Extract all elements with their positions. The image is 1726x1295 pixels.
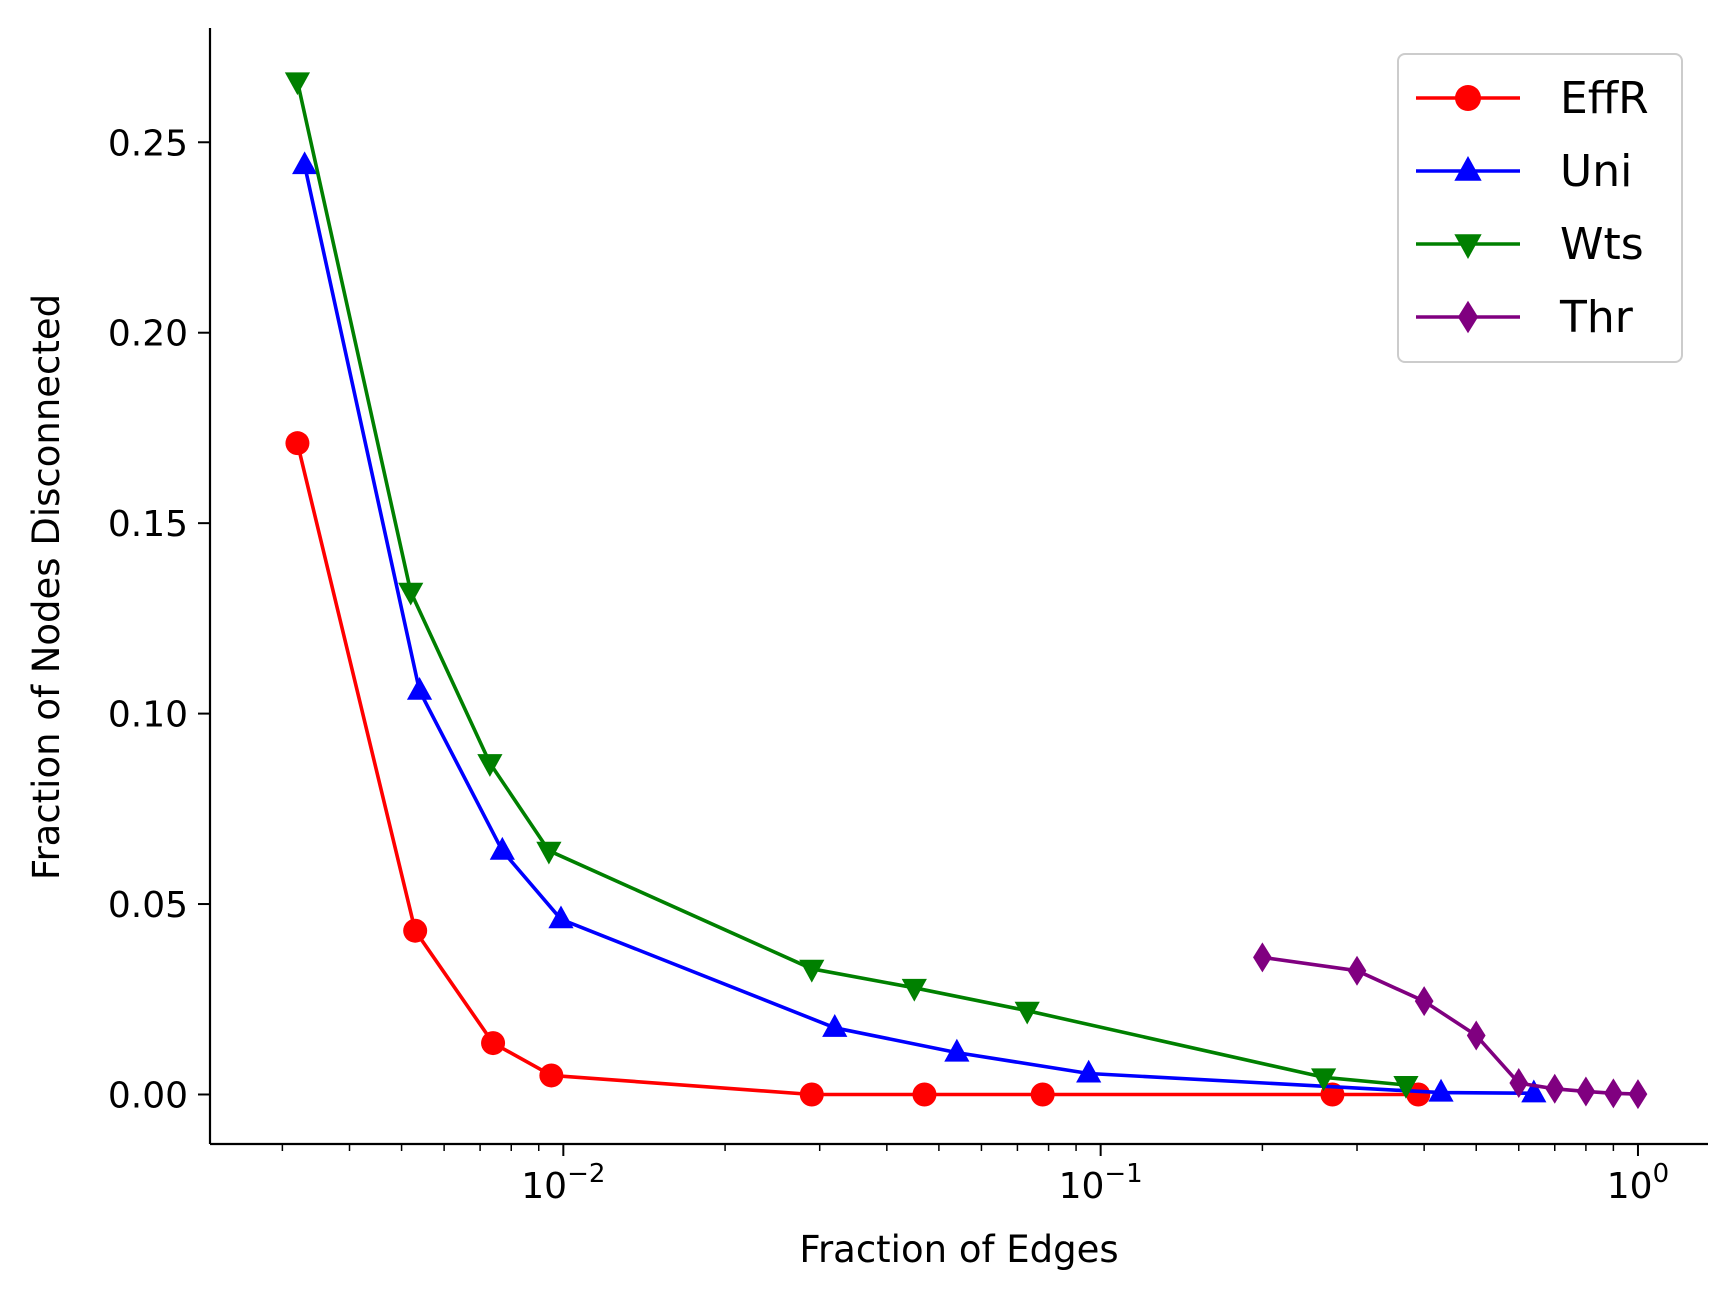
- data-point-thr: [1253, 942, 1272, 972]
- data-point-thr: [1577, 1076, 1596, 1106]
- data-point-thr: [1604, 1078, 1623, 1108]
- data-point-effr: [539, 1063, 563, 1087]
- data-point-effr: [481, 1031, 505, 1055]
- legend-label: Wts: [1560, 219, 1644, 270]
- series-line-wts: [297, 81, 1406, 1085]
- data-point-thr: [1545, 1074, 1564, 1104]
- y-tick-label: 0.20: [108, 314, 188, 355]
- legend-label: EffR: [1560, 73, 1649, 124]
- series-wts: [285, 72, 1419, 1098]
- y-tick-label: 0.25: [108, 123, 188, 164]
- series-line-effr: [297, 443, 1418, 1094]
- legend: EffR Uni Wts Thr: [1398, 54, 1682, 362]
- data-point-uni: [1428, 1079, 1453, 1102]
- x-ticks: 10−2 10−1 100: [282, 1144, 1669, 1207]
- data-point-effr: [1031, 1082, 1055, 1106]
- data-point-thr: [1348, 956, 1367, 986]
- series-effr: [285, 431, 1430, 1106]
- y-tick-label: 0.10: [108, 695, 188, 736]
- y-ticks: 0.00 0.05 0.10 0.15 0.20 0.25: [108, 123, 210, 1116]
- x-tick-label: 100: [1607, 1159, 1669, 1207]
- series-line-uni: [305, 165, 1534, 1093]
- data-point-effr: [912, 1082, 936, 1106]
- legend-marker: [1455, 85, 1481, 111]
- data-point-effr: [285, 431, 309, 455]
- y-axis-label: Fraction of Nodes Disconnected: [25, 294, 68, 880]
- data-point-effr: [403, 919, 427, 943]
- x-tick-label: 10−2: [521, 1159, 605, 1207]
- x-tick-label: 10−1: [1059, 1159, 1143, 1207]
- y-tick-label: 0.15: [108, 504, 188, 545]
- data-point-effr: [800, 1082, 824, 1106]
- data-point-thr: [1415, 986, 1434, 1016]
- data-point-uni: [490, 837, 515, 860]
- data-point-thr: [1467, 1020, 1486, 1050]
- y-tick-label: 0.00: [108, 1075, 188, 1116]
- legend-label: Uni: [1560, 146, 1632, 197]
- x-axis-label: Fraction of Edges: [799, 1228, 1118, 1271]
- data-point-thr: [1629, 1079, 1648, 1109]
- data-point-wts: [285, 72, 310, 95]
- legend-label: Thr: [1559, 292, 1634, 343]
- y-tick-label: 0.05: [108, 885, 188, 926]
- data-point-uni: [407, 677, 432, 700]
